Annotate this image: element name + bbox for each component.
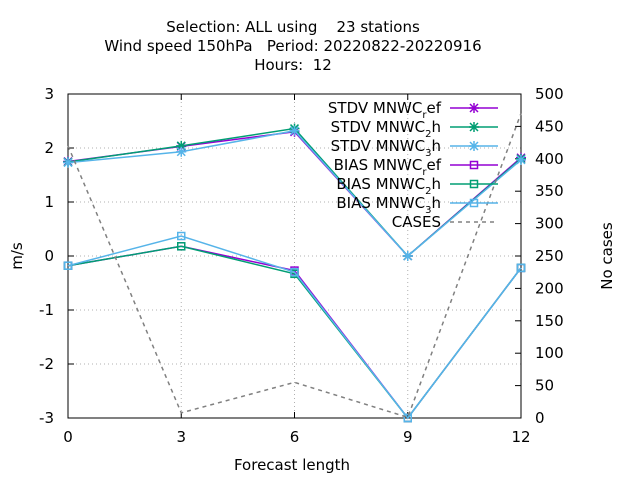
y2-tick-label: 350	[535, 182, 564, 200]
y2-tick-label: 200	[535, 279, 564, 297]
series-point-5-3	[403, 413, 412, 423]
legend-label-subscript: r	[422, 110, 427, 121]
series-point-5-4	[516, 263, 526, 273]
chart-title-line-1: Selection: ALL using 23 stations	[166, 18, 420, 36]
y2-tick-label: 100	[535, 344, 564, 362]
legend-label-suffix: h	[431, 175, 441, 193]
series-point-2-0	[63, 157, 73, 168]
series-group	[63, 113, 526, 423]
legend-label-subscript: r	[422, 167, 427, 178]
y2-tick-label: 300	[535, 215, 564, 233]
y2-tick-label: 400	[535, 150, 564, 168]
series-point-2-3	[402, 251, 413, 261]
y2-tick-label: 500	[535, 85, 564, 103]
series-point-5-0	[63, 261, 73, 270]
legend-label-0: STDV MNWCref	[328, 99, 442, 121]
y2-tick-label: 450	[535, 117, 564, 135]
y-tick-label: 3	[44, 85, 54, 103]
legend-label-suffix: ef	[426, 99, 441, 117]
legend-label-subscript: 3	[425, 205, 431, 216]
legend-label-base: BIAS MNWC	[336, 175, 425, 193]
y-axis-label: m/s	[8, 242, 26, 270]
x-axis-label: Forecast length	[234, 456, 350, 474]
y2-tick-label: 150	[535, 312, 564, 330]
y-tick-label: -2	[39, 355, 54, 373]
legend-label-base: BIAS MNWC	[334, 156, 423, 174]
y-tick-label: 2	[44, 139, 54, 157]
series-point-5-2	[290, 267, 299, 277]
legend-label-5: BIAS MNWC3h	[336, 194, 441, 216]
ticks: 0 3 6 9 12-3-2-10123050100150200250300350400…	[39, 85, 564, 446]
legend-label-base: BIAS MNWC	[336, 194, 425, 212]
legend-label-3: BIAS MNWCref	[334, 156, 442, 178]
series-point-2-4	[516, 154, 526, 165]
legend-label-1: STDV MNWC2h	[331, 118, 441, 140]
legend-marker-2	[469, 141, 479, 151]
legend-label-suffix: h	[431, 137, 441, 155]
legend-label-subscript: 2	[425, 129, 431, 140]
legend-marker-0	[469, 103, 479, 113]
legend-label-base: STDV MNWC	[331, 137, 425, 155]
legend-label-subscript: 3	[425, 148, 431, 159]
legend-label-base: STDV MNWC	[331, 118, 425, 136]
legend-label-4: BIAS MNWC2h	[336, 175, 441, 197]
y-tick-label: -3	[39, 409, 54, 427]
x-tick-label: 3	[176, 428, 186, 446]
legend-label-2: STDV MNWC3h	[331, 137, 441, 159]
y-tick-label: -1	[39, 301, 54, 319]
legend-marker-4	[469, 179, 479, 189]
legend-marker-5	[469, 198, 479, 208]
x-tick-label: 9	[403, 428, 413, 446]
y-tick-label: 0	[44, 247, 54, 265]
y2-tick-label: 0	[535, 409, 545, 427]
y2-axis-label: No cases	[598, 222, 616, 290]
x-tick-label: 0	[63, 428, 73, 446]
series-point-5-1	[177, 231, 186, 241]
legend-label-suffix: h	[431, 118, 441, 136]
x-tick-label: 6	[290, 428, 300, 446]
legend-label-6: CASES	[392, 213, 441, 231]
legend-marker-1	[469, 122, 479, 132]
legend-label-base: CASES	[392, 213, 441, 231]
series-point-4-1	[177, 242, 186, 251]
legend-label-suffix: ef	[426, 156, 441, 174]
chart-title-line-2: Wind speed 150hPa Period: 20220822-20220…	[104, 37, 481, 55]
grid	[68, 94, 521, 418]
series-line-6	[67, 113, 522, 419]
series-line-2	[67, 129, 522, 258]
legend-label-base: STDV MNWC	[328, 99, 422, 117]
y-tick-label: 1	[44, 193, 54, 211]
y2-tick-label: 50	[535, 377, 554, 395]
series-point-2-1	[176, 146, 187, 157]
chart-title-line-3: Hours: 12	[254, 56, 332, 74]
series-line-5	[67, 235, 522, 420]
x-tick-label: 12	[511, 428, 530, 446]
legend-label-suffix: h	[431, 194, 441, 212]
y2-tick-label: 250	[535, 247, 564, 265]
legend-label-subscript: 2	[425, 186, 431, 197]
series-line-1	[67, 127, 522, 258]
legend-marker-3	[469, 160, 479, 170]
series-point-2-2	[289, 125, 300, 136]
